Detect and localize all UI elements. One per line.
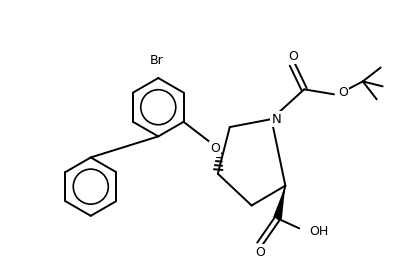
Text: O: O [210, 142, 220, 155]
Text: O: O [255, 246, 265, 259]
Text: OH: OH [309, 225, 329, 238]
Text: Br: Br [149, 54, 163, 67]
Text: O: O [338, 86, 348, 99]
Text: N: N [272, 113, 281, 126]
Polygon shape [273, 186, 285, 219]
Text: O: O [288, 50, 298, 63]
